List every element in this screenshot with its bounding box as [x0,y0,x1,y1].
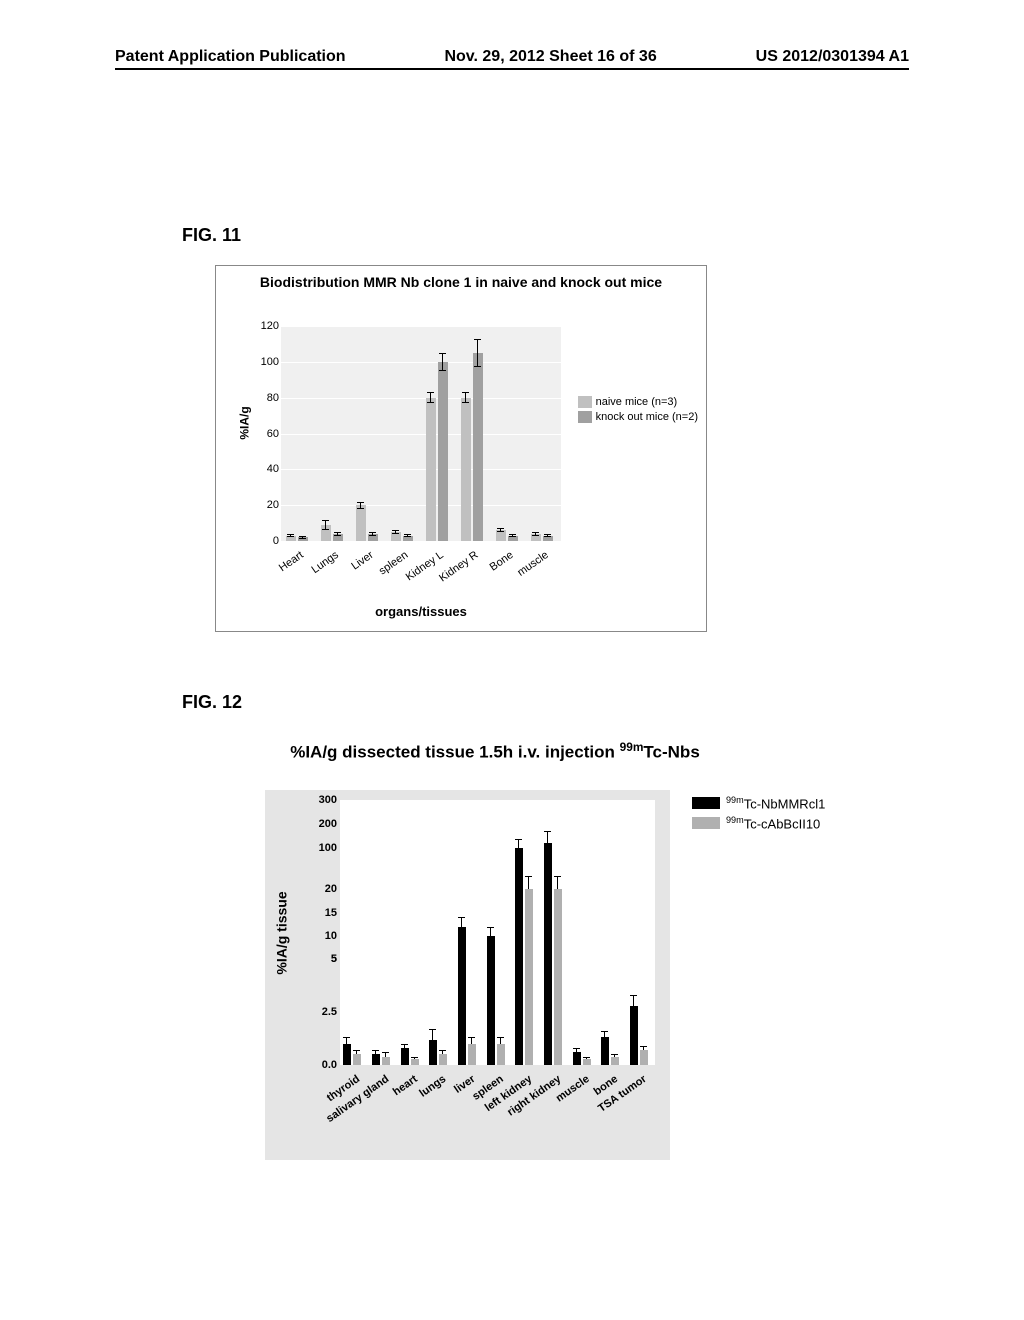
fig12-plot [340,800,655,1065]
fig12-xticks: thyroidsalivary glandheartlungsliversple… [340,1068,655,1153]
fig12-chart: %IA/g tissue 0.02.555101520100200300 thy… [265,790,670,1160]
page-header: Patent Application Publication Nov. 29, … [115,48,909,70]
fig11-ylabel: %IA/g [238,406,252,439]
fig12-title: %IA/g dissected tissue 1.5h i.v. injecti… [215,740,775,763]
fig11-plot [281,326,561,541]
fig12-yticks: 0.02.555101520100200300 [307,800,337,1065]
header-left: Patent Application Publication [115,48,346,66]
fig12-label: FIG. 12 [182,692,242,713]
fig11-legend: naive mice (n=3)knock out mice (n=2) [578,396,698,426]
fig11-xticks: HeartLungsLiverspleenKidney LKidney RBon… [281,544,561,609]
header-center: Nov. 29, 2012 Sheet 16 of 36 [444,48,656,66]
fig12-ylabel: %IA/g tissue [274,891,290,974]
fig12-legend: 99mTc-NbMMRcl199mTc-cAbBcII10 [692,795,825,836]
header-right: US 2012/0301394 A1 [756,48,909,66]
fig11-chart: Biodistribution MMR Nb clone 1 in naive … [215,265,707,632]
fig11-label: FIG. 11 [182,225,241,246]
fig11-yticks: 020406080100120 [251,326,279,541]
fig11-title: Biodistribution MMR Nb clone 1 in naive … [216,274,706,291]
fig11-xlabel: organs/tissues [281,604,561,619]
